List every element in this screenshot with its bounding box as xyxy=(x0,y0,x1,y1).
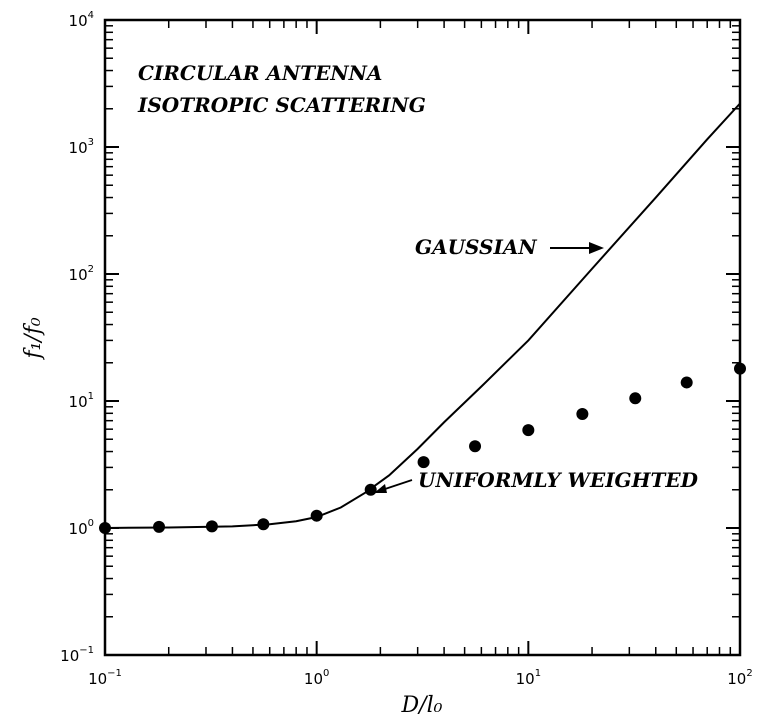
series-layer xyxy=(99,102,746,534)
x-axis-label: D/l₀ xyxy=(401,693,443,718)
y-tick-label: 101 xyxy=(69,391,94,411)
annotation-circular-antenna: CIRCULAR ANTENNA xyxy=(138,61,382,85)
uniformly-weighted-point xyxy=(576,408,589,420)
uniform-pointer-line xyxy=(381,479,413,491)
x-tick-label: 101 xyxy=(516,668,541,688)
annotation-uniformly-weighted: UNIFORMLY WEIGHTED xyxy=(418,468,699,492)
tick-labels: 10−1 100 101 102 10−1 100 101 102 103 104 xyxy=(60,10,753,688)
minor-ticks xyxy=(105,20,740,655)
annotation-isotropic-scattering: ISOTROPIC SCATTERING xyxy=(137,93,426,117)
uniform-pointer-arrowhead xyxy=(374,484,387,493)
y-tick-label: 102 xyxy=(69,264,94,284)
x-tick-label: 100 xyxy=(304,668,329,688)
y-axis-label: f₁/f₀ xyxy=(21,317,46,361)
x-tick-label: 102 xyxy=(727,668,752,688)
uniformly-weighted-point xyxy=(680,376,693,389)
uniformly-weighted-point xyxy=(257,518,270,531)
uniformly-weighted-point xyxy=(522,424,535,437)
y-tick-label: 100 xyxy=(69,518,94,538)
uniformly-weighted-point xyxy=(629,392,642,405)
y-tick-label: 103 xyxy=(69,137,94,157)
y-tick-label: 104 xyxy=(69,10,94,30)
uniformly-weighted-point xyxy=(99,522,111,534)
y-tick-label: 10−1 xyxy=(60,645,94,665)
uniformly-weighted-point xyxy=(417,456,430,469)
uniformly-weighted-point xyxy=(469,440,482,453)
major-ticks xyxy=(104,19,741,656)
gaussian-curve xyxy=(104,102,741,529)
uniformly-weighted-point xyxy=(310,509,323,522)
uniformly-weighted-point xyxy=(205,520,218,533)
x-tick-label: 10−1 xyxy=(88,668,122,688)
gaussian-pointer-arrowhead xyxy=(589,242,604,254)
uniformly-weighted-point xyxy=(364,483,377,496)
uniformly-weighted-point xyxy=(153,520,166,533)
annotation-gaussian: GAUSSIAN xyxy=(415,235,537,259)
uniformly-weighted-point xyxy=(734,362,746,375)
plot-frame xyxy=(103,18,742,657)
